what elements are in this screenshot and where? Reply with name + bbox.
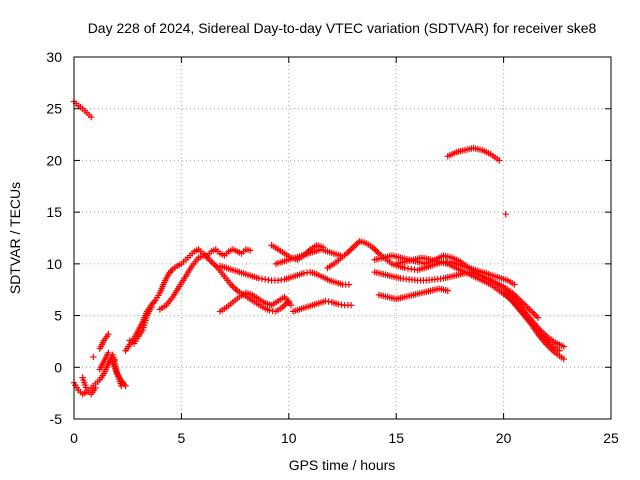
data-point: [148, 304, 155, 311]
data-point: [560, 343, 567, 350]
data-point: [287, 302, 295, 309]
data-point: [370, 245, 378, 253]
data-point: [111, 356, 119, 364]
data-point: [87, 113, 95, 121]
data-point: [511, 281, 518, 288]
data-point: [534, 314, 542, 321]
y-axis-label: SDTVAR / TECUs: [7, 182, 23, 294]
data-point: [502, 211, 509, 218]
x-axis-label: GPS time / hours: [289, 457, 396, 473]
data-point: [354, 239, 362, 246]
data-point: [348, 245, 355, 253]
y-tick-label: 5: [54, 308, 62, 324]
data-point: [209, 260, 217, 267]
data-point: [372, 247, 379, 254]
data-point: [211, 261, 218, 269]
data-point: [105, 349, 112, 357]
data-point: [345, 248, 352, 256]
data-point: [246, 247, 254, 254]
x-tick-label: 25: [603, 430, 619, 446]
data-points: [70, 98, 567, 398]
data-point: [496, 157, 503, 164]
x-tick-label: 15: [388, 430, 404, 446]
grid-lines: [74, 57, 611, 419]
data-point: [105, 330, 112, 338]
y-tick-label: 20: [46, 152, 62, 168]
data-point: [560, 355, 567, 363]
chart-title: Day 228 of 2024, Sidereal Day-to-day VTE…: [88, 20, 597, 36]
data-point: [229, 282, 236, 290]
data-point: [230, 284, 238, 291]
data-point: [232, 285, 239, 293]
y-tick-label: 30: [46, 49, 62, 65]
data-point: [351, 242, 359, 249]
y-tick-label: 25: [46, 101, 62, 117]
x-tick-label: 5: [178, 430, 186, 446]
x-tick-label: 20: [496, 430, 512, 446]
data-point: [350, 244, 357, 251]
axis-ticks: 0 5 10 15 20 25 -5 0 5 10 15 20 25 30: [46, 49, 619, 446]
data-point: [92, 384, 99, 392]
data-point: [374, 248, 381, 256]
x-tick-label: 0: [70, 430, 78, 446]
y-tick-label: 0: [54, 359, 62, 375]
plot-frame: [73, 56, 612, 420]
data-point: [444, 287, 451, 294]
y-tick-label: -5: [50, 411, 63, 427]
y-tick-label: 10: [46, 256, 62, 272]
data-point: [90, 353, 97, 361]
data-point: [122, 382, 129, 390]
data-point: [346, 247, 354, 254]
data-point: [345, 281, 353, 288]
data-point: [208, 258, 215, 265]
y-tick-label: 15: [46, 204, 62, 220]
data-point: [347, 302, 355, 309]
x-tick-label: 10: [281, 430, 297, 446]
